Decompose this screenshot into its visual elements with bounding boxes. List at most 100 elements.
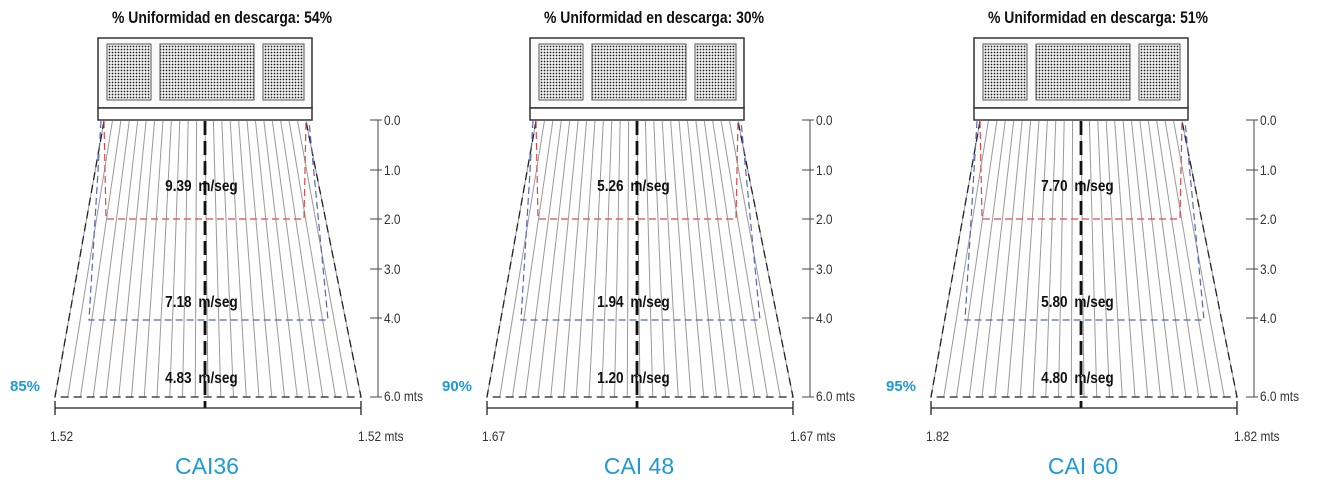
zone-high-velocity	[535, 120, 739, 220]
streamline	[1070, 120, 1074, 398]
grille-center	[1035, 43, 1131, 101]
airflow-diagram	[930, 37, 1258, 415]
streamline	[1097, 120, 1110, 398]
streamline	[1114, 120, 1136, 398]
scale-tick-2: 2.0	[384, 211, 401, 227]
streamline	[1032, 120, 1048, 398]
panel-cai48: % Uniformidad en descarga: 30% 5.26 m/seg…	[432, 0, 876, 483]
streamline	[563, 120, 587, 398]
streamline	[1088, 120, 1098, 398]
scale-tick-4: 4.0	[384, 310, 401, 326]
streamline	[105, 120, 139, 398]
streamline	[1058, 120, 1065, 398]
streamline	[288, 120, 336, 398]
streamline	[661, 120, 679, 398]
speed-value: 1.20	[597, 370, 624, 387]
streamline	[1045, 120, 1057, 398]
scale-tick-4: 4.0	[1260, 310, 1277, 326]
scale-tick-2: 2.0	[816, 211, 833, 227]
airflow-diagram	[54, 37, 382, 415]
scale-tick-1: 1.0	[1260, 162, 1277, 178]
streamline	[601, 120, 613, 398]
scale-tick-1: 1.0	[384, 162, 401, 178]
panel-title: % Uniformidad en descarga: 54%	[111, 8, 333, 27]
speed-unit: m/seg	[630, 294, 670, 311]
zone-high-velocity	[979, 120, 1183, 220]
streamline	[678, 120, 705, 398]
streamline	[943, 120, 989, 398]
scale-tick-3: 3.0	[1260, 261, 1277, 277]
streamline	[194, 120, 198, 398]
speed-label-3: 1.20 m/seg	[576, 370, 670, 388]
grille-center	[159, 43, 255, 101]
scale-tick-0: 0.0	[816, 112, 833, 128]
speed-label-1: 7.70 m/seg	[1020, 178, 1114, 196]
speed-label-1: 5.26 m/seg	[576, 178, 670, 196]
speed-value: 5.26	[597, 178, 624, 195]
streamline	[80, 120, 122, 398]
streamline	[670, 120, 692, 398]
model-name: CAI 60	[1047, 453, 1119, 479]
speed-unit: m/seg	[1074, 178, 1114, 195]
panel-cai60: % Uniformidad en descarga: 51% 7.70 m/seg…	[876, 0, 1320, 483]
width-left-label: 1.82	[926, 428, 950, 444]
streamline	[499, 120, 545, 398]
grille-center	[591, 43, 687, 101]
edge-percent: 85%	[10, 378, 41, 395]
streamline	[1156, 120, 1200, 398]
speed-unit: m/seg	[198, 370, 238, 387]
streamline	[537, 120, 571, 398]
streamline	[143, 120, 164, 398]
panel-title: % Uniformidad en descarga: 51%	[987, 8, 1209, 27]
streamline	[221, 120, 234, 398]
grille-left	[982, 43, 1028, 101]
speed-unit: m/seg	[630, 370, 670, 387]
scale-tick-2: 2.0	[1260, 211, 1277, 227]
panel-cai36: % Uniformidad en descarga: 54% 9.39 m/seg…	[0, 0, 444, 483]
airflow-envelope	[486, 120, 794, 398]
streamline	[720, 120, 768, 398]
streamline	[1019, 120, 1040, 398]
speed-value: 5.80	[1041, 294, 1068, 311]
model-name: CAI 48	[603, 453, 675, 479]
width-left-label: 1.52	[50, 428, 74, 444]
speed-label-2: 1.94 m/seg	[576, 294, 670, 312]
speed-unit: m/seg	[198, 178, 238, 195]
streamline	[280, 120, 324, 398]
streamline	[271, 120, 311, 398]
streamline	[92, 120, 130, 398]
streamline	[67, 120, 113, 398]
airflow-envelope	[930, 120, 1238, 398]
width-right-label: 1.67 mts	[790, 428, 836, 444]
edge-percent: 95%	[886, 378, 917, 395]
speed-label-3: 4.83 m/seg	[144, 370, 238, 388]
streamline	[512, 120, 554, 398]
speed-label-3: 4.80 m/seg	[1020, 370, 1114, 388]
speed-value: 9.39	[165, 178, 192, 195]
speed-value: 7.18	[165, 294, 192, 311]
streamline	[687, 120, 717, 398]
speed-unit: m/seg	[198, 294, 238, 311]
speed-unit: m/seg	[1074, 294, 1114, 311]
discharge-nozzle	[97, 107, 313, 121]
scale-tick-0: 0.0	[1260, 112, 1277, 128]
width-right-label: 1.82 mts	[1234, 428, 1280, 444]
discharge-nozzle	[973, 107, 1189, 121]
streamline	[653, 120, 666, 398]
streamline	[212, 120, 222, 398]
speed-unit: m/seg	[1074, 370, 1114, 387]
streamline	[981, 120, 1015, 398]
streamline	[118, 120, 147, 398]
speed-label-2: 7.18 m/seg	[144, 294, 238, 312]
zone-mid-velocity	[520, 120, 761, 321]
streamline	[956, 120, 998, 398]
streamline	[1007, 120, 1031, 398]
discharge-nozzle	[529, 107, 745, 121]
grille-right	[694, 43, 737, 101]
scale-tick-5: 6.0 mts	[1260, 388, 1300, 404]
streamline	[169, 120, 181, 398]
streamline	[614, 120, 621, 398]
speed-value: 1.94	[597, 294, 624, 311]
width-right-label: 1.52 mts	[358, 428, 404, 444]
streamline	[255, 120, 285, 398]
